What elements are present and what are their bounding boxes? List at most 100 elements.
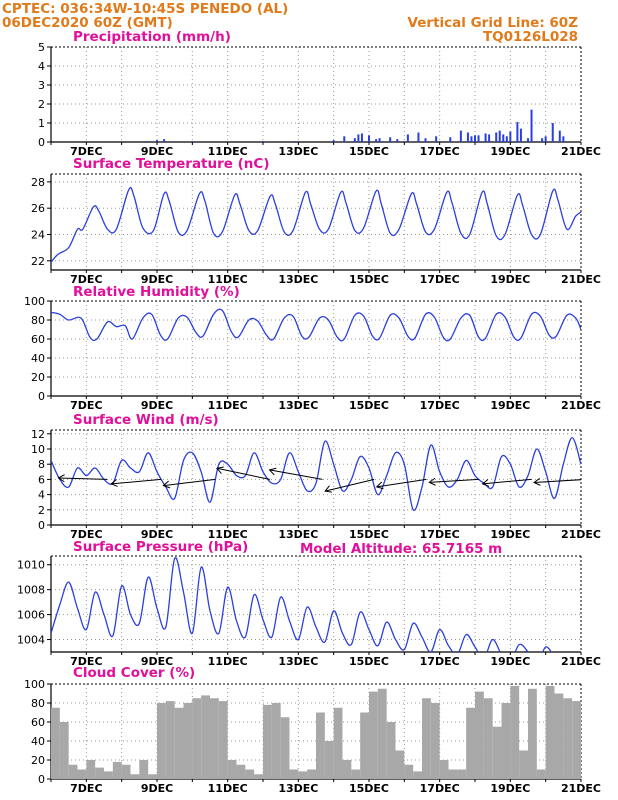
x-tick-label: 17DEC (420, 528, 460, 541)
cloud-cover-bar (492, 726, 502, 779)
wind-arrow (57, 474, 108, 483)
wind-arrow-shaft (482, 478, 532, 485)
precip-bar (396, 139, 399, 142)
x-tick-label: 19DEC (490, 145, 530, 158)
wind-arrow-shaft (58, 477, 108, 480)
x-tick-label: 21DEC (561, 782, 601, 795)
cloud-cover-bar (324, 741, 334, 779)
cloud-cover-bar (289, 769, 299, 779)
y-tick-label: 2 (38, 504, 45, 517)
x-tick-label: 9DEC (141, 528, 173, 541)
plot-area (145, 109, 565, 142)
y-tick-label: 0 (38, 773, 45, 786)
y-tick-label: 6 (38, 473, 45, 486)
y-tick-label: 3 (38, 79, 45, 92)
cloud-cover-bar (254, 774, 263, 779)
x-tick-label: 7DEC (70, 782, 102, 795)
plot-area (51, 186, 581, 263)
y-tick-label: 10 (31, 443, 45, 456)
wind-arrow-head (533, 478, 541, 486)
wind-arrow-shaft (269, 469, 323, 480)
x-tick-label: 7DEC (70, 655, 102, 668)
wind-arrow-shaft (111, 478, 162, 485)
cloud-cover-bar (457, 769, 467, 779)
x-tick-label: 7DEC (70, 145, 102, 158)
wind-arrow-head (110, 479, 118, 487)
wind-arrow-shaft (325, 478, 375, 492)
cloud-cover-bar (501, 703, 511, 779)
run-date: 06DEC2020 60Z (GMT) (2, 15, 173, 31)
precip-bar (562, 136, 565, 142)
x-tick-label: 17DEC (420, 655, 460, 668)
cloud-cover-bar (263, 704, 272, 779)
y-tick-label: 8 (38, 458, 45, 471)
panel-title: Surface Wind (m/s) (73, 412, 219, 428)
cloud-cover-bar (130, 774, 140, 779)
cloud-cover-bar (439, 760, 449, 779)
precip-bar (389, 137, 392, 142)
cloud-cover-bar (174, 707, 184, 779)
precip-bar (191, 141, 194, 142)
precip-bar (435, 136, 438, 142)
precip-bar (530, 109, 533, 142)
cloud-cover-bar (139, 760, 149, 779)
y-tick-label: 80 (31, 697, 45, 710)
panel-title: Precipitation (mm/h) (73, 29, 231, 45)
cloud-cover-bar (448, 769, 458, 779)
x-tick-label: 19DEC (490, 782, 530, 795)
plot-area (51, 557, 552, 652)
cloud-cover-bar (333, 707, 343, 779)
x-tick-label: 11DEC (208, 145, 248, 158)
cloud-cover-bar (545, 685, 555, 779)
wind-arrow (428, 477, 479, 486)
cloud-cover-bar (68, 764, 78, 779)
cloud-cover-bar (210, 698, 219, 779)
precip-bar (541, 138, 544, 142)
wind-arrow (162, 478, 216, 489)
x-tick-label: 9DEC (141, 273, 173, 286)
y-tick-label: 0 (38, 390, 45, 403)
precip-bar (459, 130, 462, 142)
x-tick-label: 19DEC (490, 273, 530, 286)
wind-arrow-shaft (534, 479, 581, 484)
x-tick-label: 21DEC (561, 399, 601, 412)
plot-area (51, 436, 581, 512)
cloud-cover-bar (271, 703, 281, 779)
precip-bar (466, 132, 469, 142)
wind-arrow-head (481, 479, 490, 487)
x-tick-label: 11DEC (208, 655, 248, 668)
y-tick-label: 40 (31, 352, 45, 365)
precip-bar (424, 138, 427, 142)
cloud-cover-bar (307, 769, 316, 779)
cloud-cover-bar (413, 771, 422, 779)
cloud-cover-bar (227, 760, 237, 779)
y-tick-label: 26 (31, 202, 45, 215)
wind-arrow-shaft (429, 478, 479, 483)
wind-arrow-head (375, 481, 384, 490)
series-line (51, 436, 581, 512)
y-tick-label: 22 (31, 255, 45, 268)
cloud-cover-bar (95, 767, 104, 779)
precip-bar (558, 130, 561, 142)
x-tick-label: 19DEC (490, 528, 530, 541)
cloud-cover-bar (192, 698, 202, 779)
wind-arrow-head (428, 477, 436, 486)
x-tick-label: 9DEC (141, 145, 173, 158)
precip-bar (488, 134, 491, 142)
x-tick-label: 9DEC (141, 399, 173, 412)
cloud-cover-bar (183, 703, 193, 779)
cloud-cover-bar (519, 750, 528, 779)
cloud-cover-bar (404, 764, 414, 779)
wind-arrow-head (162, 480, 171, 489)
wind-arrow-shaft (376, 478, 427, 488)
cloud-cover-bar (298, 771, 308, 779)
wind-arrow (533, 478, 581, 486)
x-tick-label: 21DEC (561, 528, 601, 541)
y-tick-label: 4 (38, 60, 45, 73)
precip-bar (527, 138, 529, 142)
cloud-cover-bar (386, 722, 396, 779)
x-tick-label: 13DEC (278, 528, 318, 541)
precip-bar (406, 134, 409, 142)
wind-arrow-head (216, 466, 224, 474)
